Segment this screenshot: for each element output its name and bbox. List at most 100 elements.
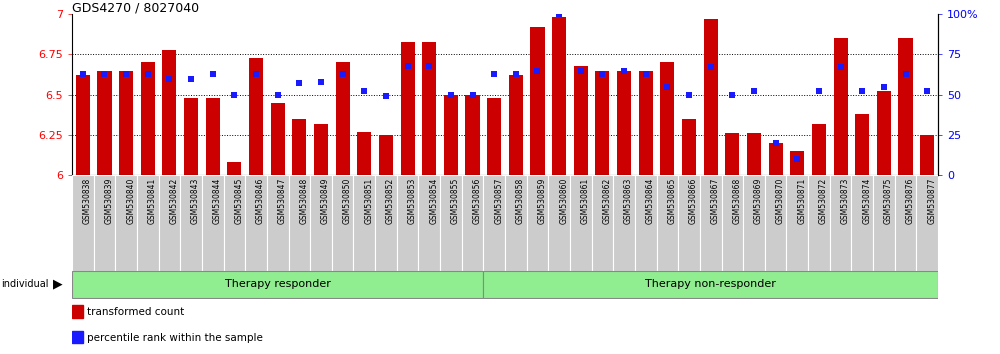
Bar <box>786 175 808 271</box>
Bar <box>94 175 115 271</box>
Text: GSM530860: GSM530860 <box>559 178 568 224</box>
Bar <box>72 331 83 343</box>
Point <box>226 92 242 97</box>
Bar <box>530 27 545 175</box>
Point <box>400 63 416 69</box>
Point <box>486 71 502 76</box>
Bar <box>288 175 310 271</box>
Bar <box>700 175 722 271</box>
Bar <box>487 98 501 175</box>
Point <box>248 71 264 76</box>
Point <box>876 84 892 90</box>
Bar <box>548 175 570 271</box>
Bar <box>725 133 739 175</box>
Point <box>205 71 221 76</box>
Bar <box>483 175 505 271</box>
Bar <box>119 70 133 175</box>
Bar <box>465 95 480 175</box>
Bar <box>224 175 245 271</box>
Point <box>508 71 524 76</box>
Text: GSM530871: GSM530871 <box>797 178 806 224</box>
Point <box>378 93 394 99</box>
Bar <box>180 175 202 271</box>
Text: GSM530870: GSM530870 <box>776 178 785 224</box>
Bar <box>314 124 328 175</box>
Text: GSM530854: GSM530854 <box>429 178 438 224</box>
Bar <box>72 175 94 271</box>
Text: GSM530861: GSM530861 <box>581 178 590 224</box>
Point <box>703 64 719 70</box>
Point <box>854 88 870 94</box>
Bar <box>397 175 418 271</box>
Text: GSM530846: GSM530846 <box>256 178 265 224</box>
Bar <box>855 114 869 175</box>
Point <box>443 92 459 97</box>
Bar <box>873 175 895 271</box>
Bar <box>898 38 913 175</box>
Point <box>183 76 199 81</box>
Bar <box>401 41 415 175</box>
Bar <box>790 151 804 175</box>
Point <box>681 92 697 97</box>
Point <box>551 11 567 17</box>
Point <box>724 92 740 97</box>
Text: transformed count: transformed count <box>87 307 184 317</box>
Bar <box>462 175 483 271</box>
Bar <box>812 124 826 175</box>
Text: GSM530866: GSM530866 <box>689 178 698 224</box>
Text: GSM530856: GSM530856 <box>473 178 482 224</box>
Text: GSM530862: GSM530862 <box>602 178 611 224</box>
Bar <box>353 175 375 271</box>
Bar <box>440 175 462 271</box>
Bar <box>202 175 224 271</box>
Bar <box>206 98 220 175</box>
Point <box>811 88 827 94</box>
Bar <box>357 132 371 175</box>
Text: GSM530849: GSM530849 <box>321 178 330 224</box>
Text: GSM530839: GSM530839 <box>104 178 113 224</box>
Point <box>270 92 286 97</box>
Bar <box>162 50 176 175</box>
Point <box>919 88 935 94</box>
Bar <box>808 175 830 271</box>
Bar <box>76 75 90 175</box>
Bar <box>639 70 653 175</box>
Bar <box>444 95 458 175</box>
Point <box>75 71 91 76</box>
Point <box>140 71 156 76</box>
Bar <box>379 135 393 175</box>
Text: GSM530859: GSM530859 <box>537 178 546 224</box>
Point <box>898 71 914 76</box>
Bar <box>422 41 436 175</box>
Text: GSM530847: GSM530847 <box>278 178 287 224</box>
Bar <box>660 62 674 175</box>
Text: GSM530874: GSM530874 <box>862 178 871 224</box>
Point <box>833 64 849 70</box>
Bar <box>704 19 718 175</box>
Bar <box>505 175 527 271</box>
Bar <box>137 175 159 271</box>
Bar <box>834 38 848 175</box>
Point <box>789 156 805 162</box>
Point <box>573 68 589 73</box>
Text: GSM530865: GSM530865 <box>667 178 676 224</box>
Text: GSM530855: GSM530855 <box>451 178 460 224</box>
Bar <box>657 175 678 271</box>
Text: Therapy non-responder: Therapy non-responder <box>645 279 776 289</box>
Text: GSM530848: GSM530848 <box>299 178 308 224</box>
Text: GSM530858: GSM530858 <box>516 178 525 224</box>
Text: GSM530873: GSM530873 <box>841 178 850 224</box>
Text: GSM530851: GSM530851 <box>364 178 373 224</box>
Text: GSM530857: GSM530857 <box>494 178 503 224</box>
Point <box>96 71 112 76</box>
Bar <box>743 175 765 271</box>
Text: GSM530840: GSM530840 <box>126 178 135 224</box>
Point <box>616 68 632 73</box>
Text: GSM530838: GSM530838 <box>83 178 92 224</box>
Text: GSM530875: GSM530875 <box>884 178 893 224</box>
Bar <box>292 119 306 175</box>
Text: GSM530869: GSM530869 <box>754 178 763 224</box>
Bar <box>249 58 263 175</box>
Bar <box>895 175 916 271</box>
Bar <box>184 98 198 175</box>
